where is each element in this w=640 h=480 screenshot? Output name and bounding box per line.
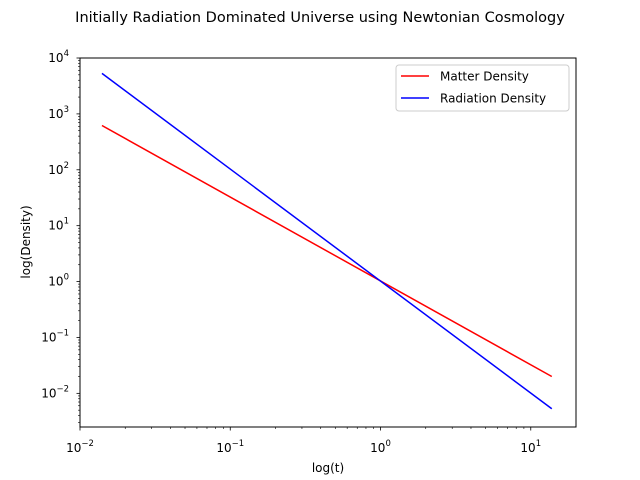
legend-label-2: Radiation Density (440, 92, 546, 106)
y-axis: 10−2 10−1 100 101 102 103 104 (41, 49, 80, 423)
x-tick-label: 101 (520, 439, 541, 455)
y-tick-label: 103 (48, 105, 69, 121)
chart-title: Initially Radiation Dominated Universe u… (75, 10, 565, 26)
y-tick-label: 10−2 (41, 384, 69, 400)
y-tick-label: 102 (48, 161, 69, 177)
x-tick-label: 10−1 (216, 439, 244, 455)
legend: Matter Density Radiation Density (395, 64, 570, 112)
series-layer (101, 72, 553, 410)
plot-area: 10−2 10−1 100 101 10−2 10−1 100 101 102 103 104 (41, 49, 577, 455)
y-tick-label: 100 (48, 273, 69, 289)
series-line-2 (101, 72, 553, 410)
legend-frame (395, 64, 570, 112)
x-tick-label: 100 (370, 439, 391, 455)
y-axis-label: log(Density) (19, 205, 33, 278)
y-tick-label: 104 (48, 49, 69, 65)
y-tick-label: 101 (48, 217, 69, 233)
x-axis: 10−2 10−1 100 101 (66, 427, 541, 455)
series-line-1 (101, 124, 553, 378)
legend-label-1: Matter Density (440, 70, 529, 84)
x-tick-label: 10−2 (66, 439, 94, 455)
x-axis-label: log(t) (312, 461, 344, 475)
y-tick-label: 10−1 (41, 328, 69, 344)
legend-entries: Matter Density Radiation Density (401, 70, 546, 106)
